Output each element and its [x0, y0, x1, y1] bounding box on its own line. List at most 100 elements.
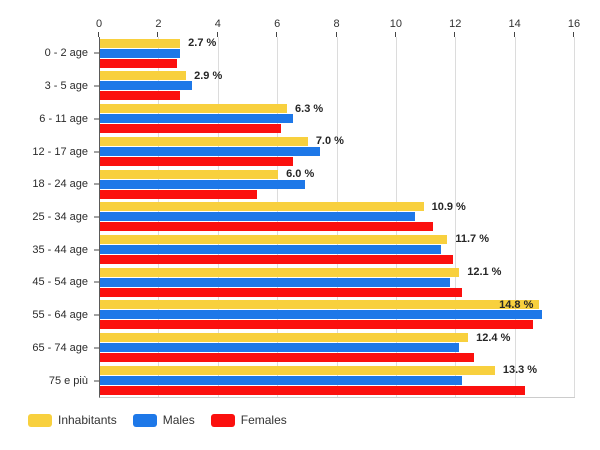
bar-inhabitants — [100, 300, 540, 310]
category-label: 0 - 2 age — [44, 47, 88, 60]
bar-inhabitants — [100, 169, 279, 179]
bar-males — [100, 277, 451, 287]
x-axis-tick-mark — [335, 32, 337, 37]
category-tick-mark — [94, 380, 100, 382]
category-labels: 0 - 2 age 3 - 5 age 6 - 11 age 12 - 17 age 1… — [0, 37, 94, 397]
bar-males — [100, 244, 442, 254]
bar-value-label: 13.3 % — [502, 364, 538, 377]
x-axis-tick-mark — [573, 32, 574, 37]
x-axis-tick-mark — [394, 32, 396, 37]
bar-males — [100, 81, 193, 91]
category-tick-mark — [94, 216, 100, 218]
legend-swatch — [132, 413, 157, 427]
bar-females — [100, 91, 181, 101]
bar-males — [100, 179, 305, 189]
bar-females — [100, 189, 258, 199]
x-axis-tick-label: 12 — [449, 18, 462, 30]
bar-females — [100, 320, 534, 330]
category-tick-mark — [94, 151, 100, 153]
bar-value-label: 11.7 % — [455, 233, 489, 246]
x-axis-ticks — [98, 32, 574, 37]
bar-inhabitants — [100, 38, 181, 48]
bar-males — [100, 343, 460, 353]
x-axis-tick-label: 10 — [389, 18, 402, 30]
gridline-x-16 — [574, 37, 575, 397]
category-label: 55 - 64 age — [32, 309, 88, 322]
x-axis-tick-label: 14 — [508, 18, 521, 30]
legend-item-females[interactable]: Females — [210, 413, 287, 427]
category-label: 3 - 5 age — [44, 80, 88, 93]
category-label: 75 e più — [48, 374, 88, 387]
plot-area: 2.7 % 2.9 % 6.3 % 7.0 % 6.0 % 10.9 % 11.7 % 12.… — [99, 37, 575, 398]
bar-inhabitants — [100, 104, 288, 114]
bar-value-label: 2.7 % — [188, 37, 217, 50]
category-label: 65 - 74 age — [32, 341, 88, 354]
legend-swatch — [210, 413, 235, 427]
bar-males — [100, 146, 320, 156]
bar-inhabitants — [100, 202, 424, 212]
bar-value-label: 12.1 % — [467, 266, 502, 279]
x-axis-tick-label: 2 — [155, 18, 162, 30]
bar-inhabitants — [100, 267, 460, 277]
gridline-x-12 — [455, 37, 457, 397]
category-tick-mark — [94, 347, 100, 349]
category-label: 35 - 44 age — [32, 243, 88, 256]
x-axis-tick-label: 16 — [567, 18, 581, 30]
x-axis-tick-mark — [157, 32, 159, 37]
bar-females — [100, 254, 454, 264]
bar-inhabitants — [100, 234, 448, 244]
bar-inhabitants — [100, 136, 308, 146]
bar-males — [100, 375, 463, 385]
bar-inhabitants — [100, 71, 187, 81]
bar-males — [100, 48, 181, 58]
x-axis-tick-mark — [216, 32, 218, 37]
bar-males — [100, 310, 543, 320]
bar-inhabitants — [100, 365, 495, 375]
legend-label: Inhabitants — [58, 413, 117, 427]
category-label: 12 - 17 age — [32, 145, 88, 158]
bar-value-label: 12.4 % — [476, 331, 511, 344]
x-axis-tick-label: 8 — [333, 18, 340, 30]
bar-females — [100, 124, 282, 134]
category-tick-mark — [94, 52, 100, 54]
legend-label: Females — [240, 413, 287, 427]
bar-males — [100, 114, 293, 124]
bar-inhabitants — [100, 333, 469, 343]
category-tick-mark — [94, 281, 100, 283]
category-tick-mark — [94, 118, 100, 120]
legend-label: Males — [162, 413, 195, 427]
category-label: 25 - 34 age — [32, 211, 88, 223]
legend-item-males[interactable]: Males — [132, 413, 195, 427]
bar-value-label: 6.0 % — [286, 168, 315, 180]
bar-value-label: 6.3 % — [295, 102, 324, 115]
x-axis-tick-label: 0 — [95, 18, 103, 30]
bar-females — [100, 156, 293, 166]
bar-females — [100, 58, 178, 68]
x-axis-tick-label: 4 — [214, 18, 221, 30]
legend-item-inhabitants[interactable]: Inhabitants — [28, 413, 117, 427]
x-axis-tick-mark — [513, 32, 515, 37]
bar-females — [100, 353, 475, 363]
bar-females — [100, 385, 525, 395]
legend: Inhabitants Males Females — [28, 413, 287, 427]
legend-swatch — [28, 413, 52, 427]
x-axis-labels: 0 2 4 6 8 10 12 14 16 — [95, 18, 580, 32]
x-axis-tick-mark — [276, 32, 278, 37]
category-tick-mark — [94, 314, 100, 316]
bar-value-label: 10.9 % — [431, 200, 466, 213]
bar-value-label: 2.9 % — [194, 69, 223, 82]
x-axis-tick-mark — [98, 32, 99, 37]
category-label: 45 - 54 age — [32, 276, 88, 289]
gridline-x-14 — [514, 37, 516, 397]
category-tick-mark — [94, 249, 100, 251]
bar-males — [100, 212, 415, 222]
bar-value-label: 7.0 % — [315, 135, 344, 148]
category-tick-mark — [94, 85, 100, 87]
x-axis-tick-mark — [454, 32, 456, 37]
bar-value-label: 14.8 % — [499, 298, 534, 311]
category-ticks — [94, 37, 100, 397]
bar-females — [100, 287, 463, 297]
category-label: 18 - 24 age — [32, 178, 88, 191]
bar-females — [100, 222, 433, 232]
